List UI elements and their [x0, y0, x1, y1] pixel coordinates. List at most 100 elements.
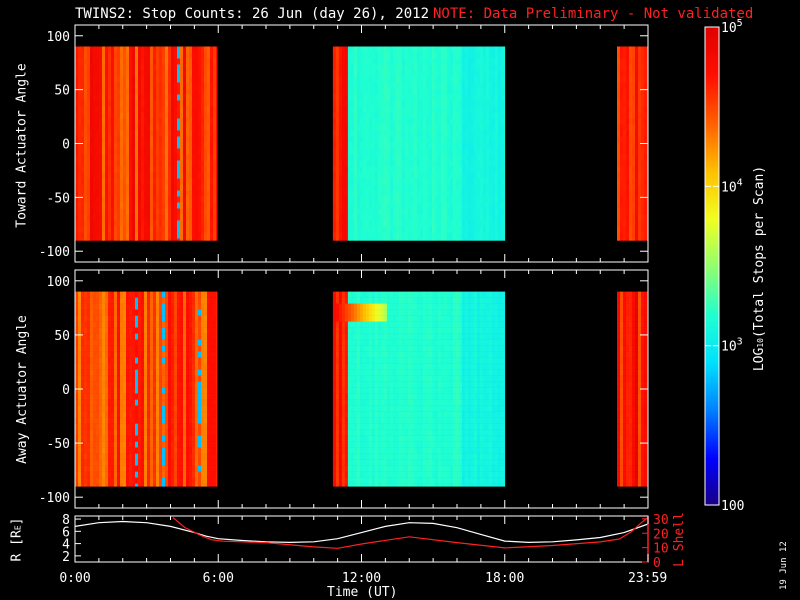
toward-heatmap-cell [90, 106, 94, 113]
toward-heatmap-cell [452, 46, 457, 53]
toward-heatmap-cell [192, 178, 196, 185]
toward-heatmap-cell [449, 58, 454, 65]
away-heatmap-cell [90, 417, 94, 424]
away-heatmap-cell [168, 411, 172, 418]
toward-heatmap-cell [503, 106, 506, 113]
toward-heatmap-cell [464, 106, 469, 113]
toward-heatmap-cell [165, 160, 169, 167]
away-heatmap-cell [129, 387, 133, 394]
toward-heatmap-cell [99, 112, 103, 119]
toward-heatmap-cell [377, 70, 382, 77]
toward-heatmap-cell [87, 154, 91, 161]
toward-heatmap-cell [380, 238, 385, 241]
toward-heatmap-cell [338, 178, 343, 185]
toward-heatmap-cell [626, 238, 630, 241]
away-heatmap-cell [111, 477, 115, 484]
toward-heatmap-cell [434, 118, 439, 125]
toward-heatmap-cell [470, 220, 475, 227]
toward-heatmap-cell [464, 190, 469, 197]
toward-heatmap-cell [195, 190, 199, 197]
toward-heatmap-cell [84, 154, 88, 161]
away-heatmap-cell [87, 453, 91, 460]
toward-heatmap-cell [467, 118, 472, 125]
toward-heatmap-cell [407, 238, 412, 241]
toward-heatmap-cell [410, 148, 415, 155]
toward-heatmap-cell [413, 178, 418, 185]
toward-heatmap-cell [111, 46, 115, 53]
toward-heatmap-cell [503, 52, 506, 59]
toward-heatmap-cell [641, 166, 645, 173]
toward-heatmap-cell [395, 148, 400, 155]
toward-heatmap-cell [623, 64, 627, 71]
toward-heatmap-cell [201, 82, 205, 89]
toward-heatmap-cell [428, 232, 433, 239]
toward-heatmap-cell [177, 172, 181, 179]
toward-heatmap-cell [171, 82, 175, 89]
toward-heatmap-cell [389, 220, 394, 227]
away-heatmap-cell [159, 387, 163, 394]
away-heatmap-cell [165, 417, 169, 424]
away-heatmap-cell [84, 291, 88, 298]
toward-heatmap-cell [479, 52, 484, 59]
toward-heatmap-cell [210, 160, 214, 167]
away-heatmap-cell [141, 369, 145, 376]
toward-heatmap-cell [335, 58, 340, 65]
toward-heatmap-cell [467, 124, 472, 131]
toward-heatmap-cell [114, 88, 118, 95]
toward-heatmap-cell [135, 184, 139, 191]
toward-heatmap-cell [332, 136, 337, 143]
toward-heatmap-cell [159, 238, 163, 241]
toward-heatmap-cell [434, 232, 439, 239]
toward-heatmap-cell [449, 64, 454, 71]
toward-heatmap-cell [470, 70, 475, 77]
away-heatmap-cell [171, 303, 175, 310]
toward-heatmap-cell [374, 154, 379, 161]
toward-heatmap-cell [365, 64, 370, 71]
toward-heatmap-cell [356, 226, 361, 233]
away-heatmap-cell [105, 315, 109, 322]
toward-heatmap-cell [126, 64, 130, 71]
away-heatmap-cell [165, 339, 169, 346]
away-heatmap-cell [99, 393, 103, 400]
toward-heatmap-cell [174, 100, 178, 107]
toward-heatmap-cell [347, 160, 352, 167]
toward-heatmap-cell [374, 160, 379, 167]
toward-heatmap-cell [416, 58, 421, 65]
toward-heatmap-cell [174, 88, 178, 95]
toward-heatmap-cell [171, 172, 175, 179]
away-heatmap-cell [90, 351, 94, 358]
toward-heatmap-cell [461, 70, 466, 77]
toward-heatmap-cell [332, 106, 337, 113]
toward-heatmap-cell [422, 136, 427, 143]
away-heatmap-cell [99, 363, 103, 370]
toward-heatmap-cell [380, 46, 385, 53]
toward-heatmap-cell [386, 76, 391, 83]
toward-heatmap-cell [75, 154, 79, 161]
away-heatmap-cell [102, 375, 106, 382]
toward-heatmap-cell [635, 130, 639, 137]
away-heatmap-cell [138, 369, 142, 376]
toward-heatmap-cell [410, 64, 415, 71]
toward-heatmap-cell [186, 148, 190, 155]
away-heatmap-cell [165, 309, 169, 316]
toward-heatmap-cell [386, 184, 391, 191]
toward-heatmap-cell [401, 142, 406, 149]
toward-heatmap-cell [455, 88, 460, 95]
toward-heatmap-cell [171, 136, 175, 143]
toward-heatmap-cell [168, 148, 172, 155]
toward-heatmap-cell [138, 100, 142, 107]
toward-heatmap-cell [392, 94, 397, 101]
preliminary-note: NOTE: Data Preliminary - Not validated [433, 6, 754, 22]
toward-heatmap-cell [144, 166, 148, 173]
away-heatmap-cell [81, 483, 85, 487]
toward-heatmap-cell [428, 112, 433, 119]
toward-heatmap-cell [195, 166, 199, 173]
away-heatmap-cell [93, 459, 97, 466]
away-heatmap-cell [78, 315, 82, 322]
toward-heatmap-cell [431, 64, 436, 71]
toward-heatmap-cell [216, 70, 218, 77]
toward-heatmap-cell [431, 142, 436, 149]
away-heatmap-cell [156, 459, 160, 466]
away-heatmap-cell [111, 483, 115, 487]
toward-heatmap-cell [467, 112, 472, 119]
